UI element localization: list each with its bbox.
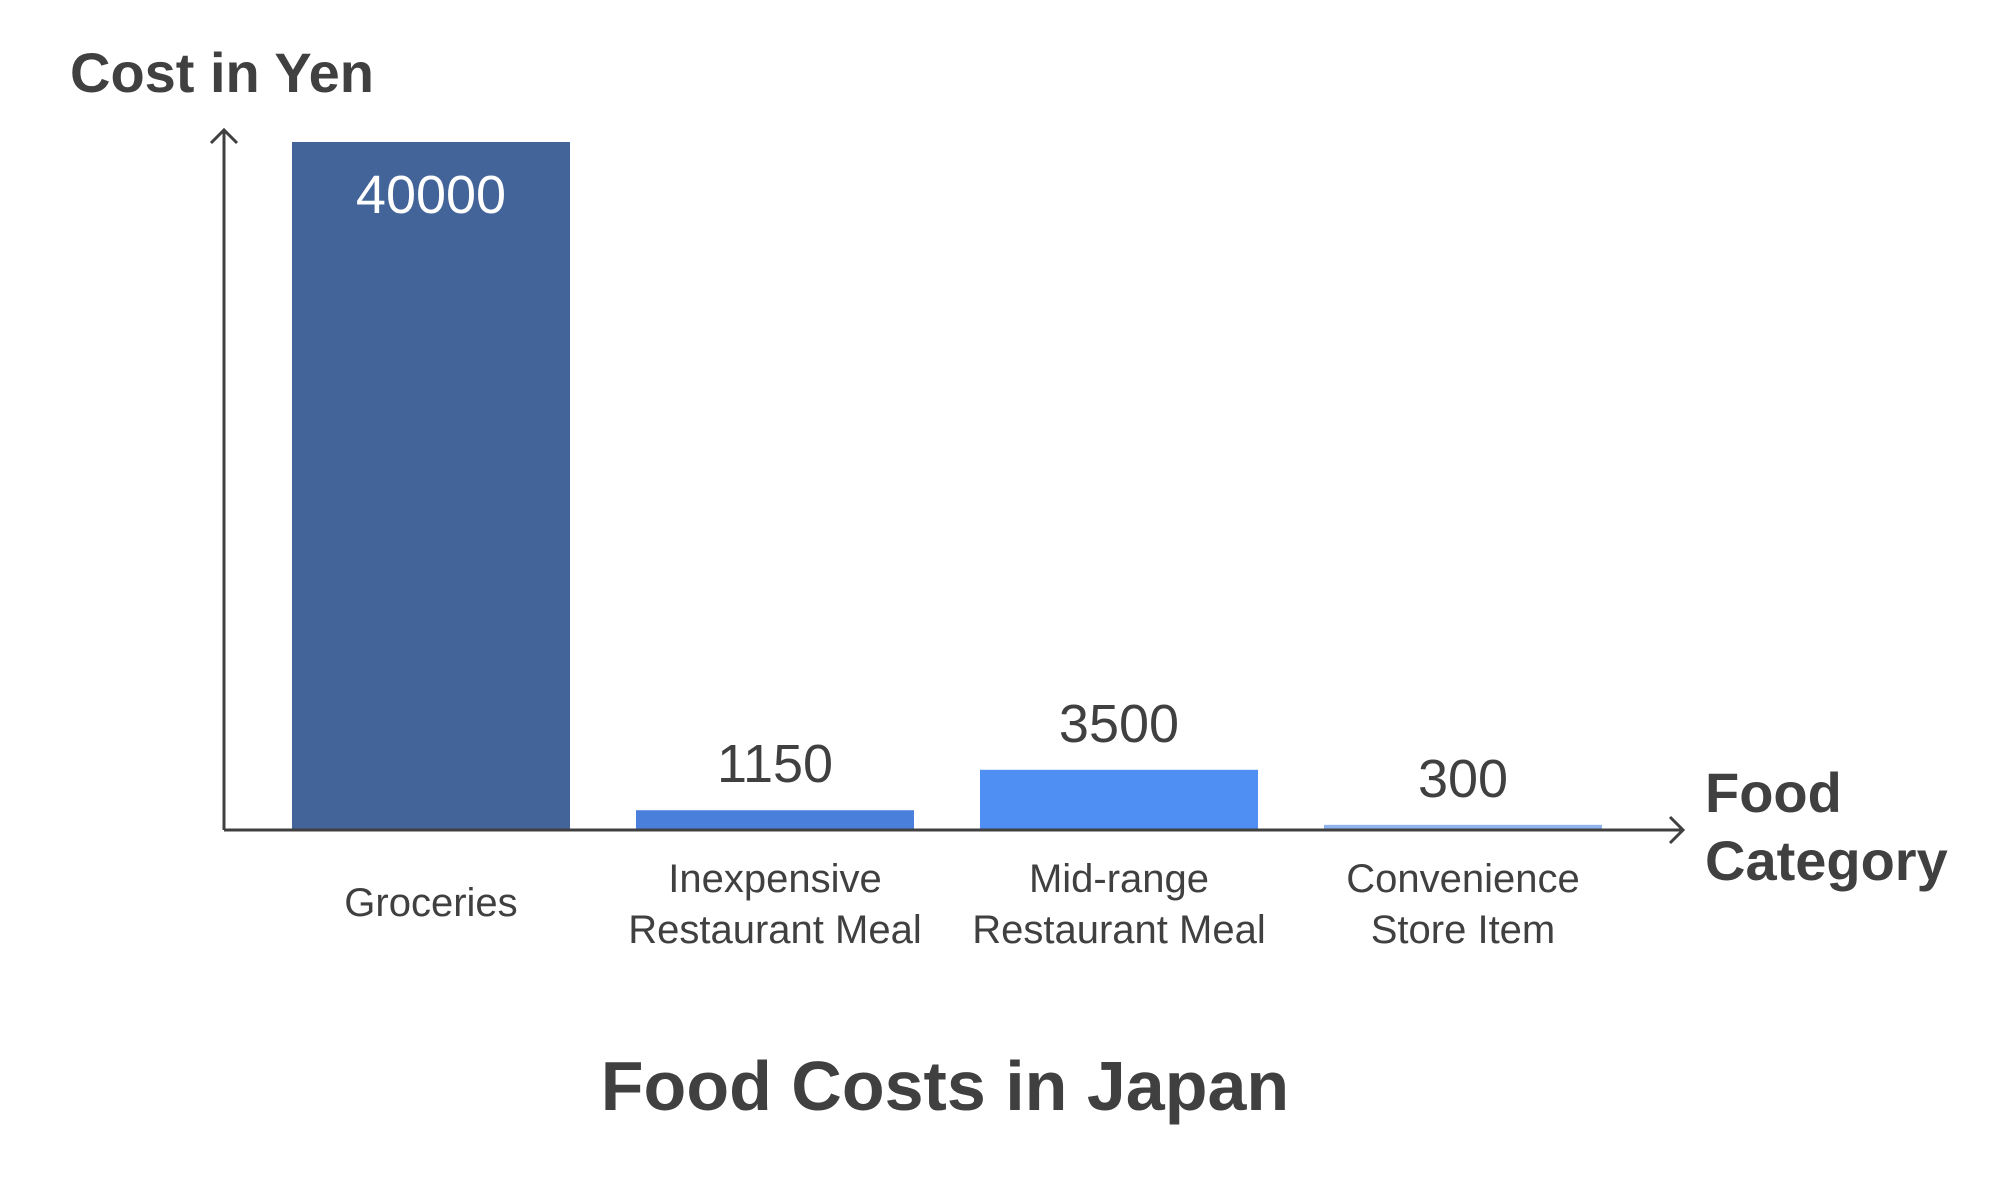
bar-2 [980,769,1258,830]
bar-0 [292,142,570,830]
category-label-2-line-2: Restaurant Meal [972,908,1265,952]
value-label-1: 1150 [717,734,833,794]
category-label-1-line-2: Restaurant Meal [628,908,921,952]
category-label-3-line-2: Store Item [1371,908,1556,952]
chart-title: Food Costs in Japan [601,1047,1289,1125]
value-label-2: 3500 [1059,694,1179,754]
category-label-1-line-1: Inexpensive [668,857,881,901]
value-label-3: 300 [1418,749,1508,809]
category-label-2-line-1: Mid-range [1029,857,1209,901]
category-label-0-line-1: Groceries [344,881,517,925]
x-axis-title-line-2: Category [1705,829,1948,892]
value-label-0: 40000 [356,165,506,225]
bar-3 [1324,824,1602,830]
x-axis-arrowhead [1668,815,1686,845]
plot-area: 40000 Groceries 1150 Inexpensive Restaurant … [292,142,1602,952]
bar-1 [636,810,914,830]
y-axis-title: Cost in Yen [70,41,374,104]
y-axis-arrowhead [209,127,239,145]
x-axis-title: Food Category [1705,761,1948,892]
x-axis-title-line-1: Food [1705,761,1842,824]
axes [209,127,1686,845]
category-label-3-line-1: Convenience [1346,857,1580,901]
